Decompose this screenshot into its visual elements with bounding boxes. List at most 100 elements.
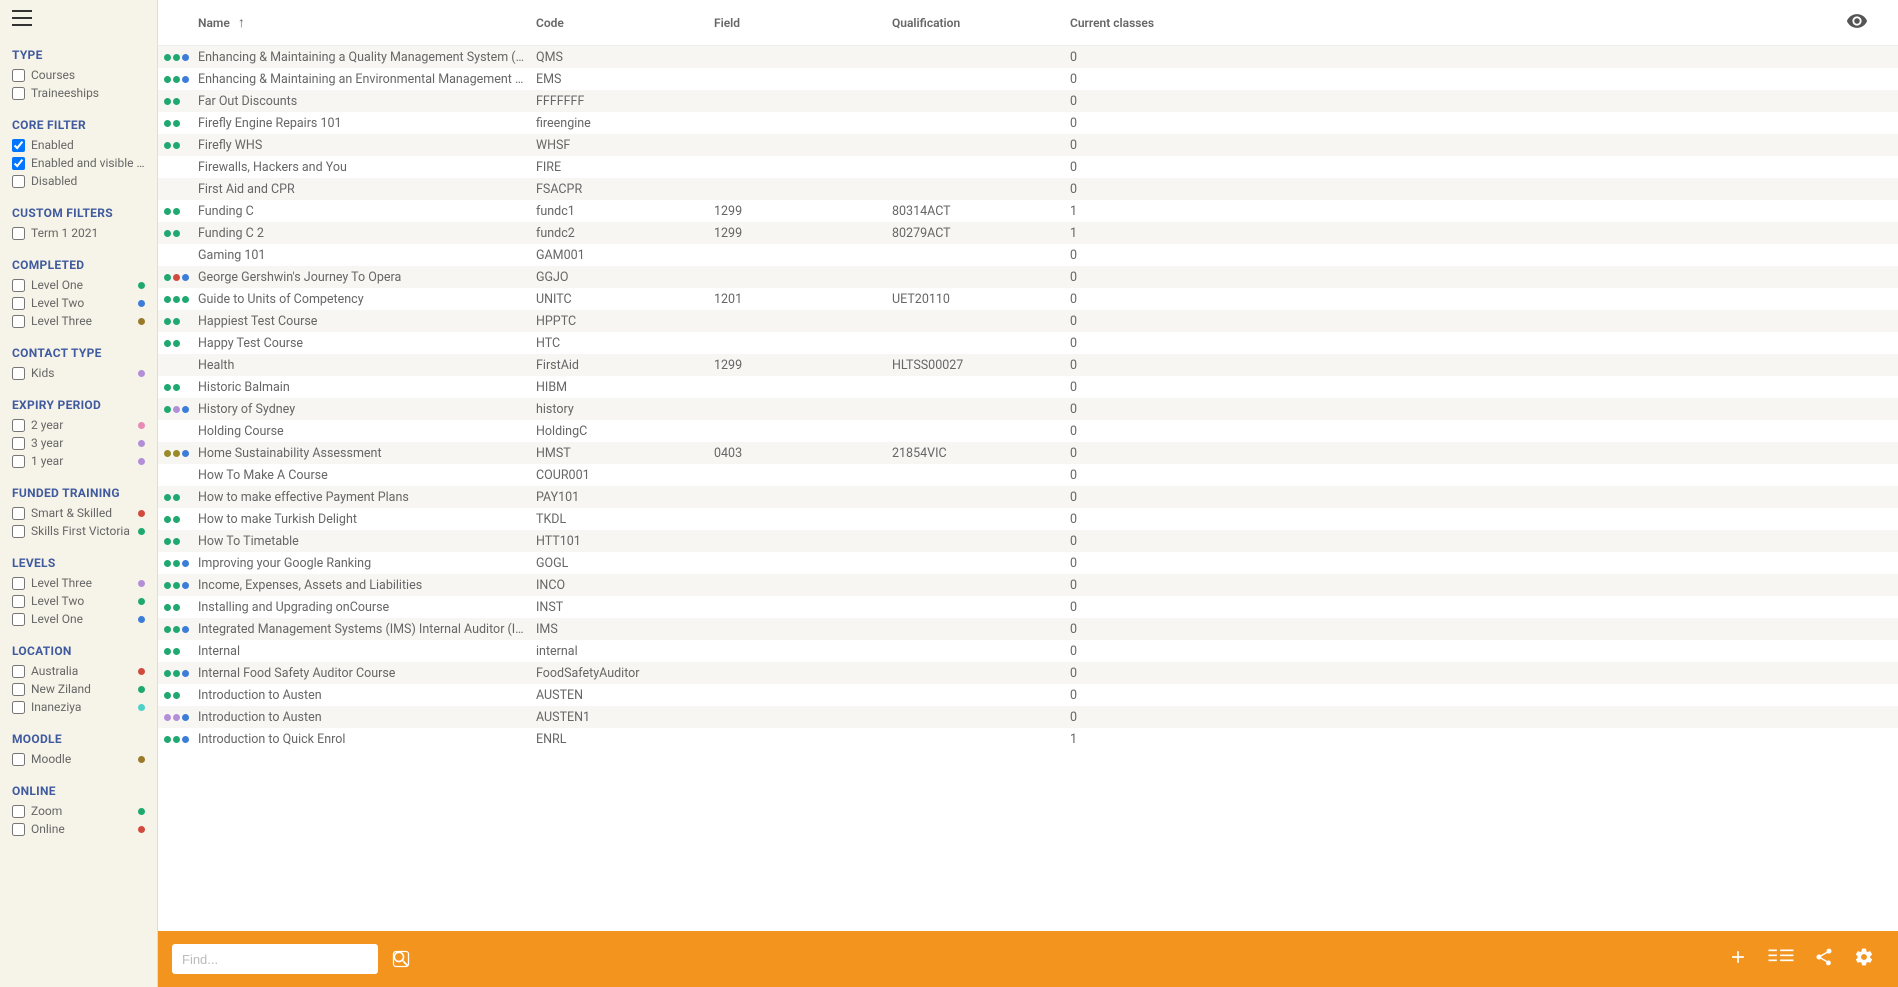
filter-checkbox[interactable] <box>12 419 25 432</box>
filter-checkbox[interactable] <box>12 525 25 538</box>
table-row[interactable]: Integrated Management Systems (IMS) Inte… <box>158 618 1898 640</box>
table-row[interactable]: Internal Food Safety Auditor CourseFoodS… <box>158 662 1898 684</box>
filter-checkbox[interactable] <box>12 823 25 836</box>
table-row[interactable]: How To TimetableHTT1010 <box>158 530 1898 552</box>
filter-item[interactable]: Level One <box>12 610 145 628</box>
table-row[interactable]: Enhancing & Maintaining an Environmental… <box>158 68 1898 90</box>
table-row[interactable]: History of Sydneyhistory0 <box>158 398 1898 420</box>
filter-item[interactable]: Zoom <box>12 802 145 820</box>
filter-item[interactable]: 1 year <box>12 452 145 470</box>
table-row[interactable]: How To Make A CourseCOUR0010 <box>158 464 1898 486</box>
filter-item[interactable]: Smart & Skilled <box>12 504 145 522</box>
table-row[interactable]: How to make effective Payment PlansPAY10… <box>158 486 1898 508</box>
table-row[interactable]: Funding Cfundc1129980314ACT1 <box>158 200 1898 222</box>
search-button[interactable] <box>388 946 414 972</box>
table-row[interactable]: First Aid and CPRFSACPR0 <box>158 178 1898 200</box>
filter-item[interactable]: Australia <box>12 662 145 680</box>
search-input[interactable] <box>172 944 378 974</box>
table-row[interactable]: Introduction to AustenAUSTEN10 <box>158 706 1898 728</box>
table-row[interactable]: Firewalls, Hackers and YouFIRE0 <box>158 156 1898 178</box>
table-row[interactable]: Happy Test CourseHTC0 <box>158 332 1898 354</box>
filter-item[interactable]: Disabled <box>12 172 145 190</box>
filter-group-title: COMPLETED <box>12 258 145 272</box>
filter-item[interactable]: Level Two <box>12 592 145 610</box>
table-row[interactable]: Guide to Units of CompetencyUNITC1201UET… <box>158 288 1898 310</box>
table-row[interactable]: Installing and Upgrading onCourseINST0 <box>158 596 1898 618</box>
filter-checkbox[interactable] <box>12 367 25 380</box>
filter-checkbox[interactable] <box>12 595 25 608</box>
table-row[interactable]: Income, Expenses, Assets and Liabilities… <box>158 574 1898 596</box>
filter-label: Level Three <box>31 576 134 590</box>
cell-name: Installing and Upgrading onCourse <box>198 600 536 615</box>
visibility-icon[interactable] <box>1846 10 1878 35</box>
add-icon[interactable] <box>1728 947 1748 971</box>
filter-checkbox[interactable] <box>12 139 25 152</box>
table-row[interactable]: Internalinternal0 <box>158 640 1898 662</box>
table-row[interactable]: Holding CourseHoldingC0 <box>158 420 1898 442</box>
filter-item[interactable]: Enabled <box>12 136 145 154</box>
filter-checkbox[interactable] <box>12 613 25 626</box>
filter-item[interactable]: Moodle <box>12 750 145 768</box>
filter-checkbox[interactable] <box>12 683 25 696</box>
column-header-code[interactable]: Code <box>536 16 714 30</box>
tag-dot-icon <box>173 406 180 413</box>
column-header-name[interactable]: Name ↑ <box>198 14 536 31</box>
table-row[interactable]: Far Out DiscountsFFFFFFF0 <box>158 90 1898 112</box>
filter-item[interactable]: New Ziland <box>12 680 145 698</box>
table-row[interactable]: Home Sustainability AssessmentHMST040321… <box>158 442 1898 464</box>
filter-checkbox[interactable] <box>12 701 25 714</box>
table-row[interactable]: How to make Turkish DelightTKDL0 <box>158 508 1898 530</box>
table-row[interactable]: Firefly WHSWHSF0 <box>158 134 1898 156</box>
hamburger-icon[interactable] <box>12 10 32 30</box>
cell-classes: 0 <box>1070 336 1878 351</box>
filter-item[interactable]: 3 year <box>12 434 145 452</box>
cell-name: Far Out Discounts <box>198 94 536 109</box>
table-row[interactable]: Introduction to AustenAUSTEN0 <box>158 684 1898 706</box>
filter-item[interactable]: Level Three <box>12 574 145 592</box>
column-header-qualification[interactable]: Qualification <box>892 16 1070 30</box>
filter-checkbox[interactable] <box>12 87 25 100</box>
filter-checkbox[interactable] <box>12 157 25 170</box>
table-row[interactable]: Introduction to Quick EnrolENRL1 <box>158 728 1898 750</box>
filter-checkbox[interactable] <box>12 175 25 188</box>
filter-checkbox[interactable] <box>12 507 25 520</box>
filter-item[interactable]: Traineeships <box>12 84 145 102</box>
filter-item[interactable]: Level One <box>12 276 145 294</box>
filter-item[interactable]: Kids <box>12 364 145 382</box>
table-row[interactable]: Firefly Engine Repairs 101fireengine0 <box>158 112 1898 134</box>
filter-checkbox[interactable] <box>12 437 25 450</box>
filter-item[interactable]: Courses <box>12 66 145 84</box>
table-row[interactable]: Happiest Test CourseHPPTC0 <box>158 310 1898 332</box>
filter-checkbox[interactable] <box>12 279 25 292</box>
filter-checkbox[interactable] <box>12 805 25 818</box>
list-view-icon[interactable] <box>1768 947 1794 971</box>
table-row[interactable]: Historic BalmainHIBM0 <box>158 376 1898 398</box>
filter-checkbox[interactable] <box>12 69 25 82</box>
settings-icon[interactable] <box>1854 947 1874 971</box>
filter-checkbox[interactable] <box>12 753 25 766</box>
filter-item[interactable]: Level Three <box>12 312 145 330</box>
table-row[interactable]: Improving your Google RankingGOGL0 <box>158 552 1898 574</box>
filter-item[interactable]: Level Two <box>12 294 145 312</box>
column-header-field[interactable]: Field <box>714 16 892 30</box>
filter-checkbox[interactable] <box>12 455 25 468</box>
filter-item[interactable]: Skills First Victoria <box>12 522 145 540</box>
filter-item[interactable]: Enabled and visible on... <box>12 154 145 172</box>
table-row[interactable]: Enhancing & Maintaining a Quality Manage… <box>158 46 1898 68</box>
filter-item[interactable]: Term 1 2021 <box>12 224 145 242</box>
table-row[interactable]: Gaming 101GAM0010 <box>158 244 1898 266</box>
table-scroll[interactable]: Name ↑ Code Field Qualification Current … <box>158 0 1898 931</box>
share-icon[interactable] <box>1814 947 1834 971</box>
filter-checkbox[interactable] <box>12 315 25 328</box>
filter-item[interactable]: 2 year <box>12 416 145 434</box>
filter-checkbox[interactable] <box>12 297 25 310</box>
table-row[interactable]: HealthFirstAid1299HLTSS000270 <box>158 354 1898 376</box>
column-header-classes[interactable]: Current classes <box>1070 16 1846 30</box>
filter-checkbox[interactable] <box>12 577 25 590</box>
table-row[interactable]: Funding C 2fundc2129980279ACT1 <box>158 222 1898 244</box>
filter-checkbox[interactable] <box>12 665 25 678</box>
table-row[interactable]: George Gershwin's Journey To OperaGGJO0 <box>158 266 1898 288</box>
filter-item[interactable]: Inaneziya <box>12 698 145 716</box>
filter-item[interactable]: Online <box>12 820 145 838</box>
filter-checkbox[interactable] <box>12 227 25 240</box>
